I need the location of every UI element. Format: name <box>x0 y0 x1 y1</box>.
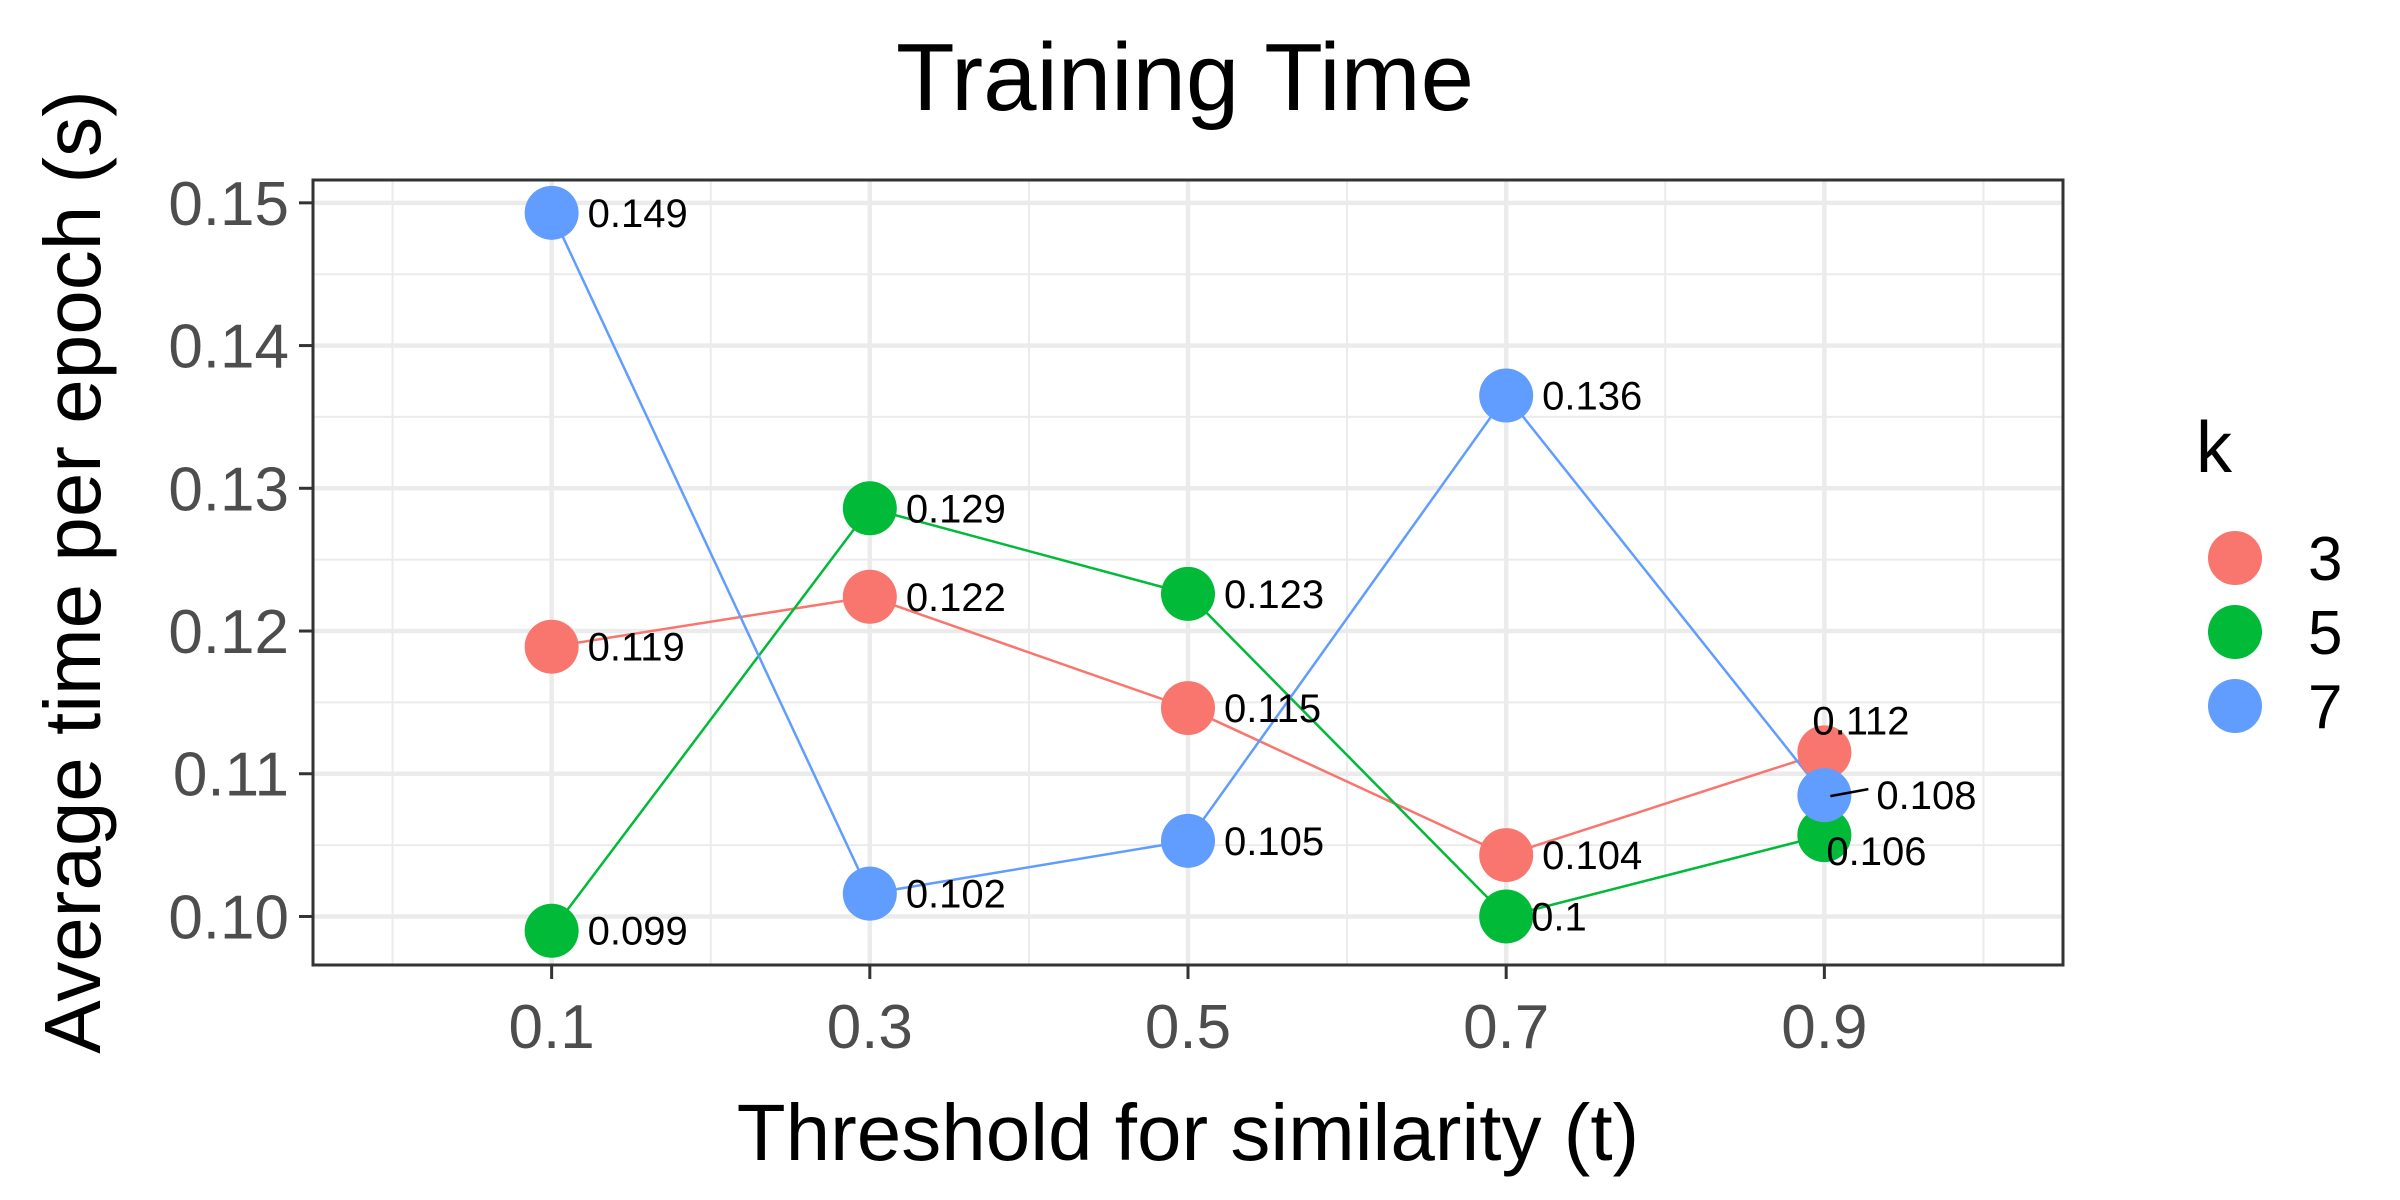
data-label-k5: 0.1 <box>1531 895 1587 939</box>
data-label-k5: 0.129 <box>906 487 1006 531</box>
data-point-k7 <box>842 866 897 921</box>
chart-title: Training Time <box>896 24 1474 131</box>
series-points <box>524 185 1852 958</box>
y-tick-label: 0.10 <box>168 883 289 952</box>
legend: k 357 <box>2196 408 2342 742</box>
data-label-k5: 0.106 <box>1826 830 1926 874</box>
data-label-k3: 0.112 <box>1812 699 1909 743</box>
data-label-k3: 0.119 <box>588 626 685 670</box>
data-point-k3 <box>1161 681 1215 736</box>
data-label-k7: 0.149 <box>588 192 688 236</box>
x-tick-label: 0.1 <box>509 993 595 1062</box>
data-label-k5: 0.099 <box>588 910 688 954</box>
data-point-k3 <box>524 619 579 674</box>
data-label-k3: 0.122 <box>906 576 1006 620</box>
data-point-k7 <box>1479 368 1534 423</box>
legend-key-k5 <box>2208 605 2262 659</box>
data-label-k7: 0.136 <box>1542 375 1642 419</box>
data-label-k7: 0.102 <box>906 873 1006 917</box>
y-tick-label: 0.12 <box>168 598 289 667</box>
y-tick-label: 0.13 <box>168 455 289 524</box>
y-tick-label: 0.15 <box>168 170 289 239</box>
legend-label-k7: 7 <box>2308 673 2342 742</box>
data-point-k3 <box>842 569 897 624</box>
data-point-k5 <box>842 481 897 536</box>
legend-label-k3: 3 <box>2308 525 2342 594</box>
y-tick-label: 0.11 <box>173 741 289 810</box>
data-label-leader <box>1830 787 1869 798</box>
data-label-k3: 0.104 <box>1542 834 1642 878</box>
data-point-k5 <box>1797 808 1852 863</box>
axes: 0.1 0.3 0.5 0.7 0.9 0.10 0.11 0.12 0.13 0.14 0.15 <box>168 170 1867 1062</box>
data-point-k7 <box>524 185 579 240</box>
data-label-k7: 0.108 <box>1876 774 1976 818</box>
y-tick-label: 0.14 <box>168 313 289 382</box>
data-point-k5 <box>1479 889 1534 944</box>
x-axis-title: Threshold for similarity (t) <box>737 1088 1639 1177</box>
data-label-k3: 0.115 <box>1224 687 1321 731</box>
data-label-k5: 0.123 <box>1224 573 1324 617</box>
x-tick-label: 0.7 <box>1463 993 1549 1062</box>
x-tick-label: 0.5 <box>1145 993 1231 1062</box>
legend-key-k7 <box>2208 679 2262 733</box>
grid <box>313 180 2063 965</box>
data-label-k7: 0.105 <box>1224 820 1324 864</box>
data-point-k7 <box>1161 813 1215 868</box>
legend-title: k <box>2196 408 2233 488</box>
data-point-k3 <box>1797 725 1852 780</box>
data-labels: 0.119 0.122 0.115 0.104 0.112 0.099 0.129 0.123… <box>588 192 1977 954</box>
y-axis-title: Average time per epoch (s) <box>28 90 117 1053</box>
data-point-k5 <box>524 903 579 958</box>
data-point-k3 <box>1479 828 1534 883</box>
data-point-k7 <box>1797 768 1852 823</box>
x-tick-label: 0.9 <box>1781 993 1867 1062</box>
x-tick-label: 0.3 <box>827 993 913 1062</box>
legend-key-k3 <box>2208 531 2262 585</box>
legend-label-k5: 5 <box>2308 599 2342 668</box>
data-point-k5 <box>1161 566 1215 621</box>
